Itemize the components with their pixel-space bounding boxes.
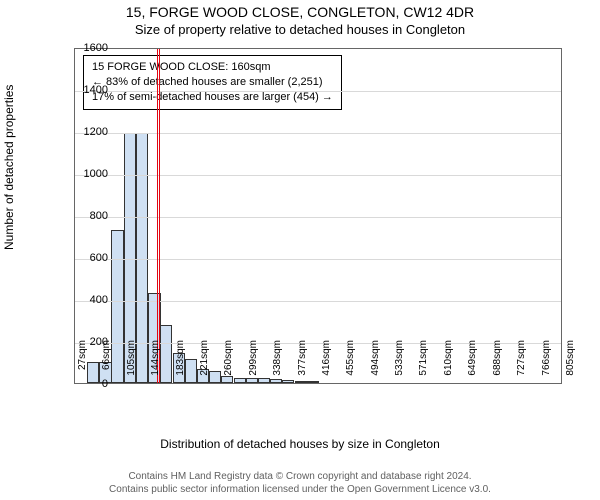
bar — [111, 230, 123, 383]
x-tick: 727sqm — [516, 340, 527, 376]
x-tick: 610sqm — [443, 340, 454, 376]
y-tick: 400 — [68, 294, 108, 306]
x-tick: 688sqm — [492, 340, 503, 376]
bar — [282, 380, 294, 383]
gridline — [75, 301, 561, 302]
bar — [221, 376, 233, 383]
x-tick: 533sqm — [394, 340, 405, 376]
x-tick: 27sqm — [77, 340, 88, 370]
x-axis-label: Distribution of detached houses by size … — [0, 437, 600, 451]
x-tick: 338sqm — [272, 340, 283, 376]
bar — [307, 381, 319, 383]
y-tick: 600 — [68, 252, 108, 264]
bar — [258, 378, 270, 383]
annotation-line: 15 FORGE WOOD CLOSE: 160sqm — [92, 60, 333, 75]
x-tick: 299sqm — [248, 340, 259, 376]
x-tick: 221sqm — [199, 340, 210, 376]
annotation-box: 15 FORGE WOOD CLOSE: 160sqm ← 83% of det… — [83, 55, 342, 110]
y-tick: 1600 — [68, 42, 108, 54]
bar — [295, 381, 307, 383]
y-tick: 0 — [68, 378, 108, 390]
y-tick: 1000 — [68, 168, 108, 180]
annotation-line: ← 83% of detached houses are smaller (2,… — [92, 75, 333, 90]
bar — [185, 359, 197, 383]
x-tick: 144sqm — [150, 340, 161, 376]
x-tick: 66sqm — [101, 340, 112, 370]
gridline — [75, 91, 561, 92]
bar — [270, 379, 282, 383]
gridline — [75, 259, 561, 260]
x-tick: 766sqm — [541, 340, 552, 376]
gridline — [75, 175, 561, 176]
chart-subtitle: Size of property relative to detached ho… — [0, 22, 600, 37]
x-tick: 260sqm — [223, 340, 234, 376]
bar — [160, 325, 172, 383]
y-axis-label: Number of detached properties — [2, 85, 16, 250]
x-tick: 571sqm — [418, 340, 429, 376]
x-tick: 494sqm — [370, 340, 381, 376]
footer-line: Contains HM Land Registry data © Crown c… — [0, 471, 600, 484]
gridline — [75, 343, 561, 344]
plot-area: 15 FORGE WOOD CLOSE: 160sqm ← 83% of det… — [74, 48, 562, 384]
x-tick: 183sqm — [175, 340, 186, 376]
x-tick: 649sqm — [467, 340, 478, 376]
chart-title: 15, FORGE WOOD CLOSE, CONGLETON, CW12 4D… — [0, 4, 600, 20]
gridline — [75, 133, 561, 134]
footer-text: Contains HM Land Registry data © Crown c… — [0, 471, 600, 496]
y-tick: 800 — [68, 210, 108, 222]
bar — [209, 371, 221, 383]
x-tick: 805sqm — [565, 340, 576, 376]
gridline — [75, 217, 561, 218]
x-tick: 455sqm — [345, 340, 356, 376]
x-tick: 377sqm — [297, 340, 308, 376]
bar — [246, 378, 258, 383]
y-tick: 1200 — [68, 126, 108, 138]
marker-line — [157, 49, 158, 383]
x-tick: 105sqm — [126, 340, 137, 376]
y-tick: 1400 — [68, 84, 108, 96]
marker-line — [159, 49, 160, 383]
footer-line: Contains public sector information licen… — [0, 484, 600, 497]
bar — [234, 378, 246, 383]
x-tick: 416sqm — [321, 340, 332, 376]
